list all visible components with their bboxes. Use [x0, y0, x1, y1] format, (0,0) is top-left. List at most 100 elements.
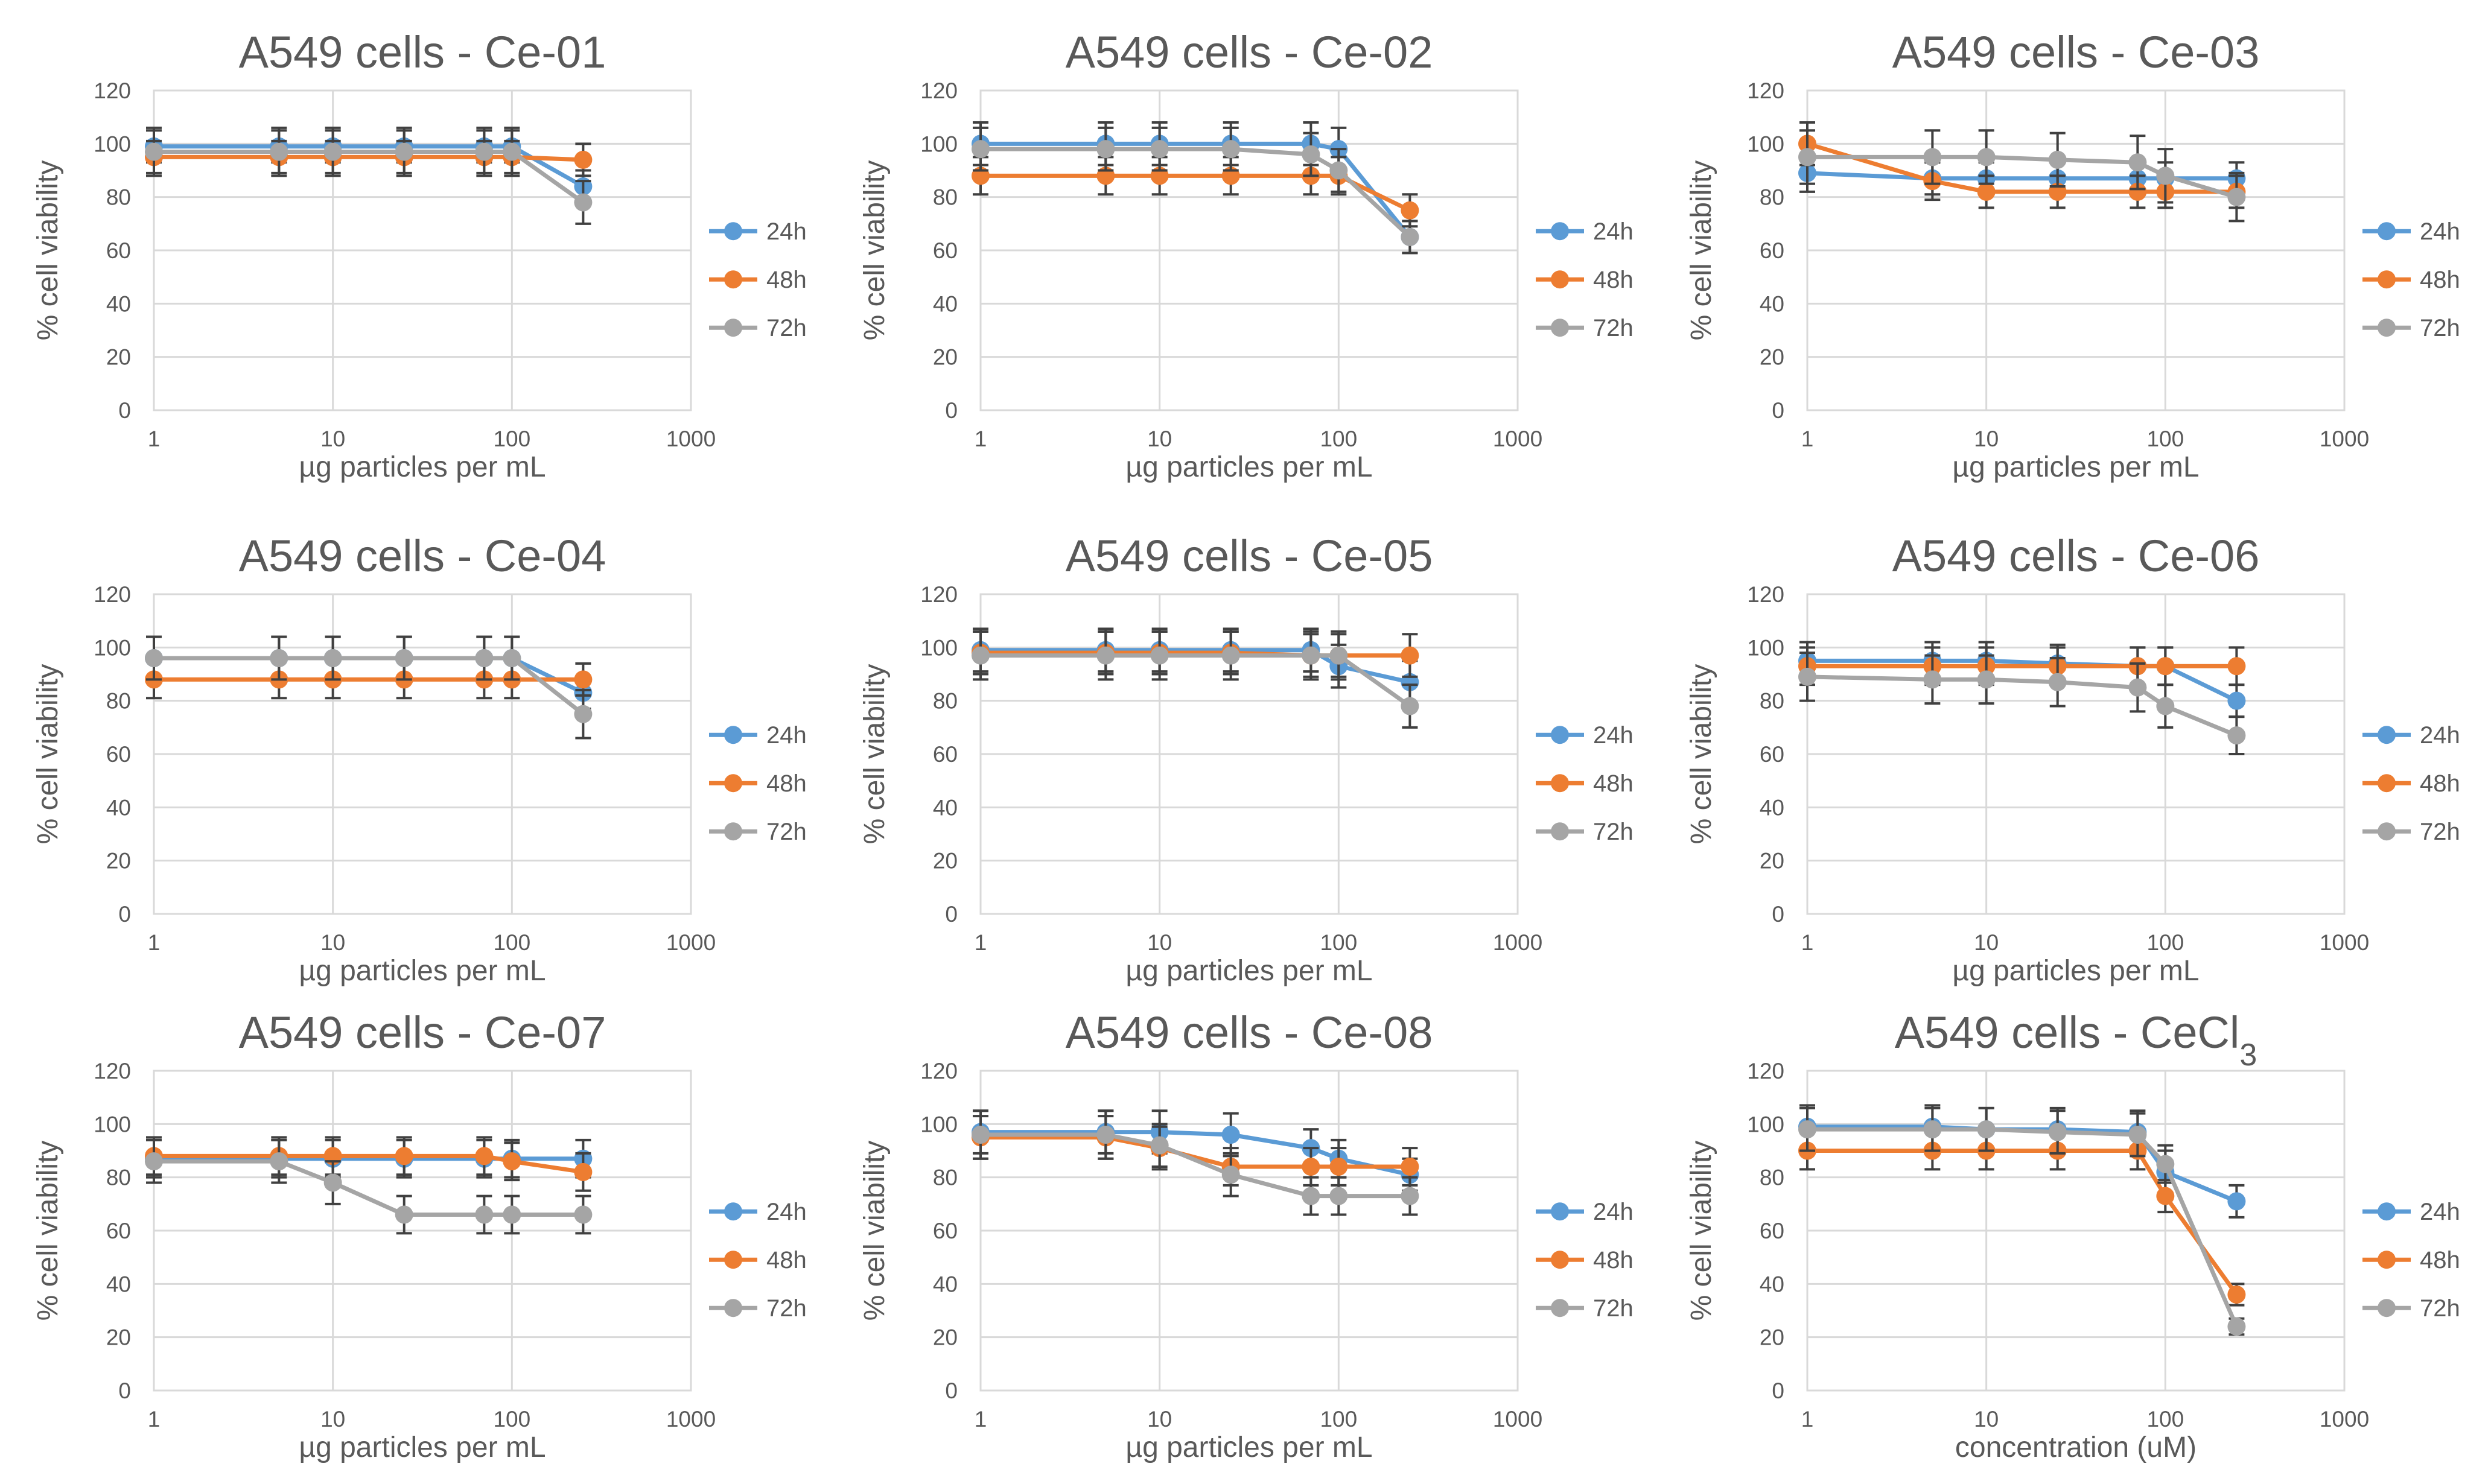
legend-entry-24h: 24h [2362, 722, 2460, 749]
data-point [395, 142, 413, 161]
x-tick-label: 1 [1801, 930, 1814, 955]
y-axis-label: % cell viability [859, 1141, 891, 1321]
data-point [475, 142, 494, 161]
legend-entry-72h: 72h [2362, 1295, 2460, 1322]
data-point [2227, 657, 2246, 676]
data-point [2227, 691, 2246, 710]
y-tick-label: 40 [1760, 291, 1784, 316]
series-48h [145, 1136, 593, 1192]
data-point [972, 1126, 990, 1144]
data-point [972, 140, 990, 159]
y-tick-label: 20 [1760, 345, 1784, 370]
data-point [1401, 646, 1419, 665]
data-point [145, 649, 163, 667]
legend-label: 48h [2420, 1247, 2460, 1273]
data-point [395, 1147, 413, 1165]
legend-marker [724, 1251, 742, 1269]
data-point [574, 1162, 593, 1181]
legend-label: 72h [1593, 315, 1634, 341]
x-tick-label: 10 [1974, 1407, 1999, 1432]
legend-label: 48h [1593, 770, 1634, 797]
legend-marker [724, 774, 742, 793]
legend-entry-72h: 72h [1536, 819, 1634, 845]
series-72h [1798, 652, 2246, 755]
x-tick-label: 1 [1801, 426, 1814, 451]
data-point [1923, 670, 1942, 689]
y-tick-label: 60 [106, 742, 131, 767]
legend-marker [1551, 822, 1569, 841]
y-tick-label: 60 [933, 742, 958, 767]
legend-label: 48h [766, 770, 807, 797]
legend-label: 72h [1593, 1295, 1634, 1322]
data-point [2156, 166, 2175, 185]
y-tick-label: 120 [1747, 582, 1784, 607]
data-point [145, 142, 163, 161]
legend-marker [2378, 726, 2396, 744]
data-point [1798, 1120, 1816, 1139]
legend-entry-72h: 72h [709, 1295, 807, 1322]
chart-title: A549 cells - Ce-03 [1892, 27, 2260, 77]
y-tick-label: 40 [933, 795, 958, 820]
series-line-48h [1806, 141, 2237, 194]
y-tick-label: 20 [933, 1325, 958, 1350]
legend-marker [724, 726, 742, 744]
data-point [1150, 646, 1169, 665]
chart-title: A549 cells - Ce-06 [1892, 531, 2260, 581]
data-point [1401, 227, 1419, 246]
x-axis-label: µg particles per mL [1952, 955, 2199, 987]
y-tick-label: 0 [1772, 1378, 1784, 1403]
data-point [1329, 646, 1348, 665]
series-24h [972, 121, 1419, 255]
x-axis-label: µg particles per mL [299, 451, 546, 483]
y-tick-label: 20 [1760, 849, 1784, 874]
y-tick-label: 100 [1747, 132, 1784, 156]
legend-marker [2378, 1251, 2396, 1269]
x-tick-label: 1000 [2320, 930, 2369, 955]
legend-entry-24h: 24h [1536, 1199, 1634, 1225]
data-point [1096, 140, 1115, 159]
data-point [1401, 201, 1419, 220]
data-point [574, 150, 593, 169]
x-tick-label: 10 [1147, 1407, 1172, 1432]
data-point [2227, 188, 2246, 206]
legend-marker [724, 319, 742, 337]
legend-entry-48h: 48h [709, 770, 807, 797]
data-point [503, 142, 521, 161]
data-point [395, 649, 413, 667]
chart-title: A549 cells - Ce-08 [1066, 1007, 1433, 1058]
x-tick-label: 1 [1801, 1407, 1814, 1432]
chart-title-subscript: 3 [2239, 1038, 2257, 1073]
series-line-72h [154, 1159, 584, 1217]
legend-entry-72h: 72h [709, 315, 807, 341]
y-tick-label: 60 [1760, 742, 1784, 767]
data-point [2048, 673, 2067, 691]
data-point [475, 1205, 494, 1224]
x-tick-label: 10 [1974, 930, 1999, 955]
x-axis-label: µg particles per mL [1952, 451, 2199, 483]
legend-marker [2378, 319, 2396, 337]
series-48h [1798, 1130, 2246, 1307]
x-axis-label: µg particles per mL [299, 1432, 546, 1463]
y-axis-label: % cell viability [1685, 160, 1717, 341]
y-tick-label: 0 [945, 1378, 958, 1403]
legend-entry-72h: 72h [709, 819, 807, 845]
x-tick-label: 10 [1974, 426, 1999, 451]
legend-marker [724, 822, 742, 841]
legend-label: 48h [2420, 770, 2460, 797]
chart-title: A549 cells - Ce-05 [1066, 531, 1433, 581]
x-axis-label: µg particles per mL [1125, 1432, 1372, 1463]
y-tick-label: 0 [1772, 902, 1784, 927]
y-tick-label: 80 [933, 1165, 958, 1190]
data-point [1150, 1136, 1169, 1155]
y-tick-label: 120 [1747, 1059, 1784, 1083]
x-tick-label: 1 [975, 426, 987, 451]
data-point [2128, 1126, 2147, 1144]
data-point [2156, 1155, 2175, 1173]
data-point [145, 1152, 163, 1171]
data-point [1401, 1158, 1419, 1176]
series-48h [1798, 121, 2246, 209]
legend-label: 24h [1593, 1199, 1634, 1225]
data-point [574, 193, 593, 212]
y-tick-label: 120 [94, 1059, 131, 1083]
